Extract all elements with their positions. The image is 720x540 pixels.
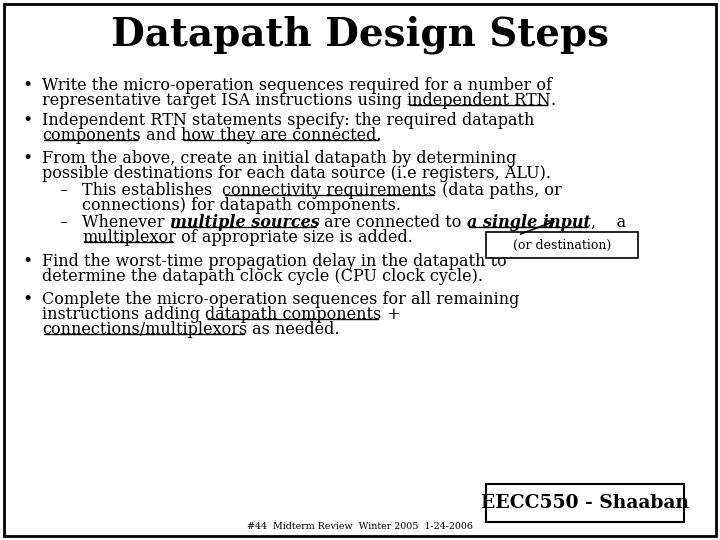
Text: Datapath Design Steps: Datapath Design Steps [111, 16, 609, 54]
Text: –: – [59, 214, 67, 231]
Text: Find the worst-time propagation delay in the datapath to: Find the worst-time propagation delay in… [42, 253, 507, 270]
Text: +: + [382, 306, 400, 323]
Text: how they are connected.: how they are connected. [181, 127, 382, 144]
Text: multiplexor: multiplexor [82, 229, 176, 246]
Text: EECC550 - Shaaban: EECC550 - Shaaban [481, 494, 689, 512]
Text: possible destinations for each data source (i.e registers, ALU).: possible destinations for each data sour… [42, 165, 551, 182]
Text: .: . [551, 92, 556, 109]
Text: (data paths, or: (data paths, or [437, 182, 562, 199]
Text: connectivity requirements: connectivity requirements [222, 182, 437, 199]
Text: connections/multiplexors: connections/multiplexors [42, 321, 247, 338]
Text: •: • [22, 291, 32, 308]
Text: This establishes: This establishes [82, 182, 222, 199]
Text: and: and [140, 127, 181, 144]
Text: Whenever: Whenever [82, 214, 170, 231]
Text: •: • [22, 112, 32, 129]
FancyBboxPatch shape [4, 4, 716, 536]
Text: ,    a: , a [590, 214, 626, 231]
Text: are connected to: are connected to [320, 214, 467, 231]
Text: From the above, create an initial datapath by determining: From the above, create an initial datapa… [42, 150, 516, 167]
FancyBboxPatch shape [486, 484, 684, 522]
Text: of appropriate size is added.: of appropriate size is added. [176, 229, 413, 246]
Text: –: – [59, 182, 67, 199]
Text: as needed.: as needed. [247, 321, 340, 338]
FancyBboxPatch shape [486, 232, 638, 258]
Text: •: • [22, 150, 32, 167]
Text: instructions adding: instructions adding [42, 306, 205, 323]
Text: •: • [22, 77, 32, 94]
Text: independent RTN: independent RTN [407, 92, 551, 109]
Text: determine the datapath clock cycle (CPU clock cycle).: determine the datapath clock cycle (CPU … [42, 268, 483, 285]
Text: (or destination): (or destination) [513, 239, 611, 252]
Text: multiple sources: multiple sources [170, 214, 320, 231]
Text: datapath components: datapath components [205, 306, 382, 323]
Text: #44  Midterm Review  Winter 2005  1-24-2006: #44 Midterm Review Winter 2005 1-24-2006 [247, 522, 473, 531]
Text: representative target ISA instructions using: representative target ISA instructions u… [42, 92, 407, 109]
Text: Complete the micro-operation sequences for all remaining: Complete the micro-operation sequences f… [42, 291, 519, 308]
Text: a single input: a single input [467, 214, 590, 231]
Text: connections) for datapath components.: connections) for datapath components. [82, 197, 401, 214]
Text: Independent RTN statements specify: the required datapath: Independent RTN statements specify: the … [42, 112, 534, 129]
Text: •: • [22, 253, 32, 270]
Text: Write the micro-operation sequences required for a number of: Write the micro-operation sequences requ… [42, 77, 552, 94]
Text: components: components [42, 127, 140, 144]
